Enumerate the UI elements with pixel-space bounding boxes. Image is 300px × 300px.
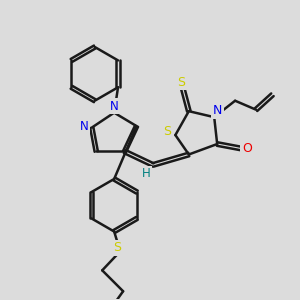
Text: H: H bbox=[142, 167, 151, 180]
Text: S: S bbox=[163, 125, 171, 138]
Text: O: O bbox=[242, 142, 252, 155]
Text: S: S bbox=[113, 242, 121, 254]
Text: N: N bbox=[212, 104, 222, 117]
Text: N: N bbox=[80, 120, 89, 133]
Text: N: N bbox=[110, 100, 118, 112]
Text: S: S bbox=[177, 76, 185, 89]
